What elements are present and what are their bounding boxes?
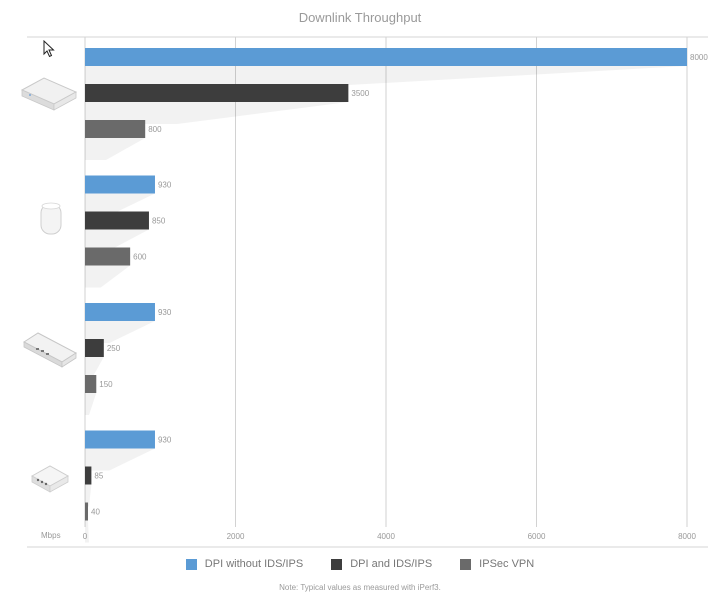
legend-swatch [460,558,472,570]
compact-gateway-device-icon [30,465,70,493]
mouse-cursor-icon [43,40,55,58]
bar-device-compact-gateway-series-2 [85,502,89,521]
dream-machine-device-icon [40,202,62,235]
x-tick-label: 6000 [528,532,546,541]
bar-shadow [85,484,92,507]
rack-router-device-icon [23,332,77,368]
bar-device-compact-gateway-series-1 [85,466,92,485]
legend-label: DPI and IDS/IPS [350,558,433,570]
bar-device-rack-router-series-0 [85,303,155,321]
chart-note: Note: Typical values as measured with iP… [279,583,441,592]
bar-device-rack-router-series-1 [85,339,104,357]
bar-shadow [85,265,131,288]
bar-value-label: 150 [99,380,113,389]
bar-device-compact-gateway-series-0 [85,430,155,449]
chart-title: Downlink Throughput [298,10,422,25]
chart-legend: DPI without IDS/IPS DPI and IDS/IPS IPSe… [0,558,720,570]
bar-value-label: 40 [91,508,100,517]
bar-device-dream-machine-series-1 [85,211,149,230]
bar-value-label: 600 [133,253,147,262]
x-tick-label: 0 [83,532,88,541]
bar-shadow [85,520,89,543]
x-tick-label: 4000 [377,532,395,541]
bar-shadow [85,66,687,88]
bar-shadow [85,321,155,343]
bar-device-rack-gateway-series-0 [85,48,687,66]
bar-device-dream-machine-series-2 [85,247,131,266]
bar-value-label: 3500 [351,89,369,98]
bar-shadow [85,138,146,160]
legend-item-dpi-without-ids[interactable]: DPI without IDS/IPS [185,558,304,570]
bar-shadow [85,193,155,216]
bar-device-rack-router-series-2 [85,375,97,393]
bar-device-rack-gateway-series-2 [85,120,146,138]
bar-value-label: 930 [158,181,172,190]
bar-shadow [85,448,155,471]
x-tick-label: 8000 [678,532,696,541]
bar-value-label: 850 [152,217,166,226]
bar-shadow [85,102,349,124]
bar-value-label: 930 [158,436,172,445]
bar-value-label: 800 [148,125,162,134]
legend-label: DPI without IDS/IPS [204,558,304,570]
bar-value-label: 85 [94,472,103,481]
rack-gateway-device-icon [20,77,78,111]
x-tick-label: 2000 [227,532,245,541]
legend-item-ipsec-vpn[interactable]: IPSec VPN [460,558,534,570]
bar-shadow [85,229,149,252]
bar-value-label: 250 [107,344,121,353]
legend-label: IPSec VPN [479,558,535,570]
bar-value-label: 8000 [690,53,708,62]
bar-shadow [85,393,97,415]
legend-swatch [331,558,343,570]
bar-device-dream-machine-series-0 [85,175,155,194]
legend-swatch [185,558,197,570]
bar-value-label: 930 [158,308,172,317]
legend-item-dpi-and-ids[interactable]: DPI and IDS/IPS [331,558,432,570]
unit-label: Mbps [41,531,61,540]
bar-shadow [85,357,104,379]
bar-device-rack-gateway-series-1 [85,84,349,102]
